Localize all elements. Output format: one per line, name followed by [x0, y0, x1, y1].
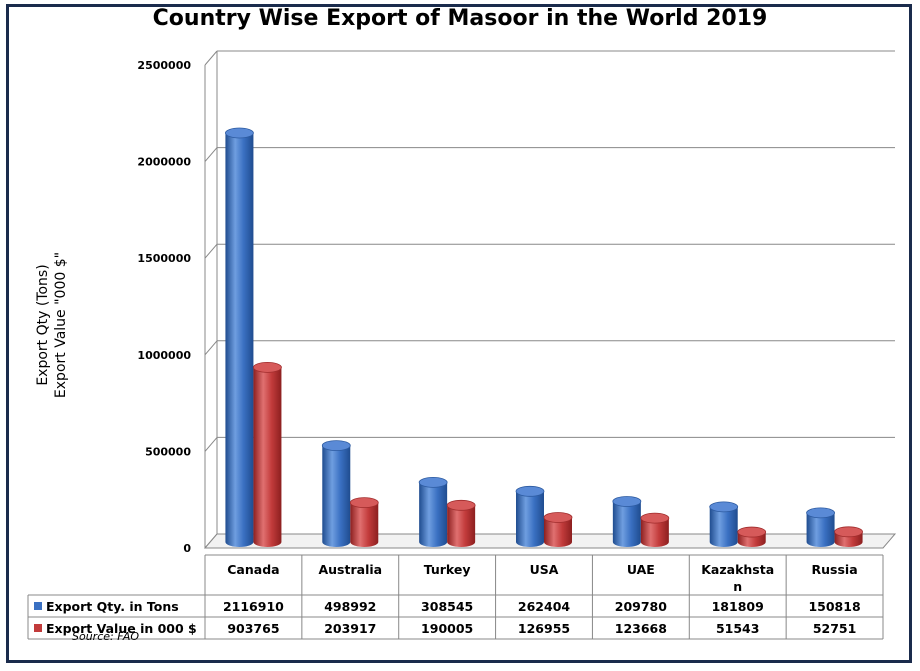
bar-top-qty-2: [418, 476, 448, 488]
data-label: 126955: [518, 621, 570, 636]
x-tick-label: USA: [530, 562, 559, 577]
bar-value-2: [447, 505, 476, 547]
data-label: 209780: [615, 599, 667, 614]
bar-qty-4: [612, 501, 641, 547]
bar-top-qty-3: [515, 485, 545, 497]
data-label: 150818: [808, 599, 860, 614]
x-tick-label: Kazakhsta: [701, 562, 774, 577]
gridline-depth: [204, 243, 218, 259]
y-tick-label: 0: [183, 542, 191, 555]
chart-title: Country Wise Export of Masoor in the Wor…: [152, 6, 768, 31]
gridline-depth: [204, 340, 218, 356]
bar-value-3: [544, 517, 572, 547]
bar-top-value-2: [446, 499, 476, 511]
bar-top-qty-6: [806, 507, 835, 519]
x-tick-label: Turkey: [424, 562, 471, 577]
gridline-depth: [204, 147, 218, 162]
legend-swatch: [34, 602, 42, 610]
data-label: 51543: [716, 621, 760, 636]
x-tick-label: Russia: [812, 562, 858, 577]
bar-top-value-1: [349, 497, 379, 509]
data-label: 181809: [712, 599, 764, 614]
bar-value-4: [640, 518, 669, 547]
bar-qty-6: [806, 512, 835, 547]
data-label: 498992: [324, 599, 376, 614]
bar-top-qty-0: [225, 127, 254, 139]
bar-top-value-5: [737, 526, 767, 538]
bar-qty-5: [709, 506, 738, 547]
y-tick-label: 2500000: [137, 59, 191, 72]
y-tick-label: 1500000: [137, 252, 191, 265]
data-label: 52751: [813, 621, 857, 636]
data-label: 903765: [227, 621, 279, 636]
legend-swatch: [34, 624, 42, 632]
bar-top-qty-4: [612, 496, 642, 507]
y-tick-label: 500000: [145, 445, 191, 458]
x-tick-label: Canada: [227, 562, 279, 577]
bar-top-value-6: [834, 526, 863, 538]
bar-value-1: [350, 502, 379, 547]
plot-back-wall: [217, 51, 895, 534]
bar-top-value-4: [640, 512, 670, 524]
y-tick-label: 1000000: [137, 349, 191, 362]
bar-top-value-3: [543, 512, 573, 523]
bar-top-qty-5: [709, 501, 739, 513]
data-label: 190005: [421, 621, 473, 636]
x-tick-label: n: [733, 579, 742, 594]
source-note: Source: FAO: [72, 630, 140, 643]
bar-qty-3: [516, 491, 544, 547]
bar-top-value-0: [253, 361, 282, 373]
bar-qty-2: [419, 482, 448, 547]
bar-value-0: [253, 367, 282, 547]
bar-qty-0: [225, 133, 254, 547]
data-label: 308545: [421, 599, 473, 614]
data-label: 2116910: [223, 599, 284, 614]
bar-qty-1: [322, 445, 351, 547]
x-tick-label: UAE: [627, 562, 655, 577]
y-tick-label: 2000000: [137, 156, 191, 169]
data-label: 203917: [324, 621, 376, 636]
data-label: 262404: [518, 599, 570, 614]
gridline-depth: [204, 437, 218, 452]
bar-top-qty-1: [321, 440, 351, 451]
gridline-depth: [204, 50, 218, 66]
legend-label: Export Qty. in Tons: [46, 599, 179, 614]
legend-label: Export Value in 000 $: [46, 621, 197, 636]
x-tick-label: Australia: [318, 562, 382, 577]
data-label: 123668: [615, 621, 667, 636]
